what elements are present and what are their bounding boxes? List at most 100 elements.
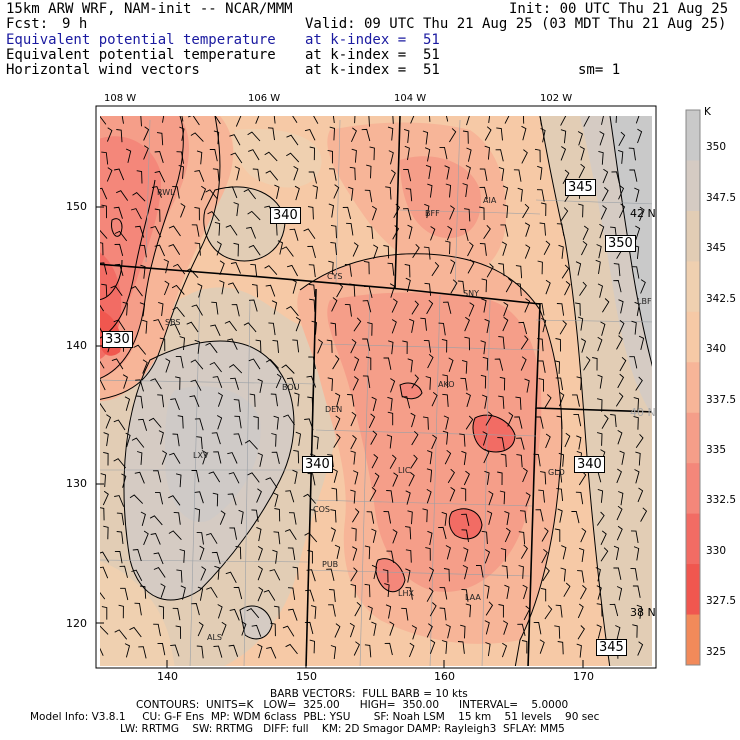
wind-barb: [598, 150, 604, 165]
wind-barb: [609, 603, 619, 617]
wind-barb: [404, 263, 411, 278]
wind-barb: [367, 605, 373, 620]
wind-barb: [350, 435, 357, 450]
wind-barb: [485, 601, 494, 616]
wind-barb: [233, 586, 243, 600]
contour-label: 340: [270, 207, 301, 224]
wind-barb: [462, 564, 468, 580]
wind-barb: [371, 396, 377, 412]
wind-barb: [154, 208, 161, 222]
wind-barb: [405, 526, 412, 540]
wind-barb: [576, 376, 582, 391]
wind-barb: [328, 203, 334, 218]
city-label: DEN: [325, 405, 343, 414]
wind-barb: [257, 565, 263, 581]
wind-barb: [485, 642, 491, 657]
wind-barb: [363, 260, 370, 275]
wind-barb: [264, 265, 278, 275]
wind-barb: [140, 511, 146, 527]
wind-barb: [287, 547, 296, 561]
wind-barb: [480, 374, 487, 389]
wind-barb: [181, 116, 184, 122]
wind-barb: [386, 434, 393, 449]
city-label: SNY: [463, 289, 479, 298]
contour-label: 350: [605, 235, 636, 252]
wind-barb: [286, 377, 297, 390]
wind-barbs: [100, 116, 648, 660]
wind-barb: [306, 569, 316, 582]
wind-barb: [465, 603, 472, 618]
wind-barb: [256, 526, 262, 542]
wind-barb: [410, 412, 416, 428]
colorbar-swatch: [686, 463, 700, 515]
wind-barb: [334, 623, 341, 638]
wind-barb: [304, 418, 314, 431]
wind-barb: [189, 395, 200, 408]
wind-barb: [382, 569, 389, 583]
colorbar-swatch: [686, 362, 700, 414]
wind-barb: [560, 129, 567, 144]
wind-barb: [513, 169, 522, 182]
colorbar-tick-label: 350: [706, 141, 727, 154]
wind-barb: [560, 207, 569, 222]
wind-barb: [402, 340, 408, 355]
wind-barb: [500, 453, 507, 468]
wind-barb: [496, 127, 503, 141]
wind-barb: [178, 164, 184, 179]
wind-barb: [114, 263, 124, 277]
wind-barb: [208, 471, 221, 483]
wind-barb: [139, 244, 147, 258]
wind-barb: [134, 471, 145, 484]
wind-barb: [106, 167, 113, 182]
wind-barb: [100, 507, 105, 521]
wind-barb: [481, 278, 487, 293]
wind-barb: [311, 320, 317, 335]
field-3-name: Horizontal wind vectors: [6, 62, 200, 78]
wind-barb: [170, 398, 180, 411]
wind-barb: [538, 378, 544, 392]
wind-barb: [426, 489, 432, 504]
wind-barb: [576, 643, 582, 658]
wind-barb: [596, 624, 602, 639]
wind-barb: [373, 472, 380, 488]
wind-barb: [449, 128, 457, 143]
wind-barb: [405, 188, 413, 202]
wind-barb: [364, 545, 371, 560]
x-tick-150: 150: [296, 670, 317, 683]
wind-barb: [140, 264, 146, 279]
wind-barb: [273, 492, 279, 507]
wind-barb: [485, 411, 493, 426]
field-1-name: Equivalent potential temperature: [6, 32, 276, 48]
wind-barb: [447, 468, 455, 484]
wind-barb: [251, 624, 262, 637]
wind-barb: [292, 116, 298, 123]
wind-barb: [583, 116, 590, 127]
wind-barb: [277, 240, 284, 255]
wind-barb: [138, 418, 148, 431]
wind-barb: [500, 548, 507, 562]
wind-barb: [541, 317, 547, 333]
wind-barb: [180, 585, 186, 600]
wind-barb: [227, 338, 238, 350]
wind-barb: [352, 546, 358, 561]
wind-barb: [599, 223, 605, 239]
wind-barb: [252, 168, 260, 182]
wind-barb: [281, 364, 295, 374]
lon-label-104w: 104 W: [394, 93, 427, 104]
wind-barb: [201, 450, 207, 465]
wind-barb: [114, 168, 125, 181]
wind-barb: [483, 448, 490, 464]
wind-barb: [461, 450, 467, 466]
wind-barb: [498, 263, 505, 277]
wind-barb: [141, 319, 148, 334]
wind-barb: [389, 454, 397, 469]
wind-barb: [250, 263, 258, 277]
wind-barb: [479, 243, 487, 256]
wind-barb: [159, 337, 166, 352]
colorbar-tick-label: 330: [706, 544, 727, 557]
wind-barb: [637, 641, 644, 656]
wind-barb: [227, 452, 238, 464]
wind-barb: [285, 490, 295, 503]
wind-barb: [602, 187, 609, 202]
wind-barb: [386, 490, 394, 503]
